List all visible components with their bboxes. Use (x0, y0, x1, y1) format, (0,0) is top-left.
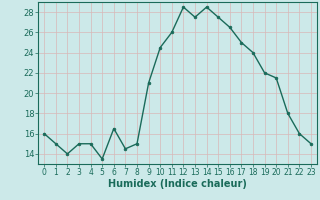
X-axis label: Humidex (Indice chaleur): Humidex (Indice chaleur) (108, 179, 247, 189)
